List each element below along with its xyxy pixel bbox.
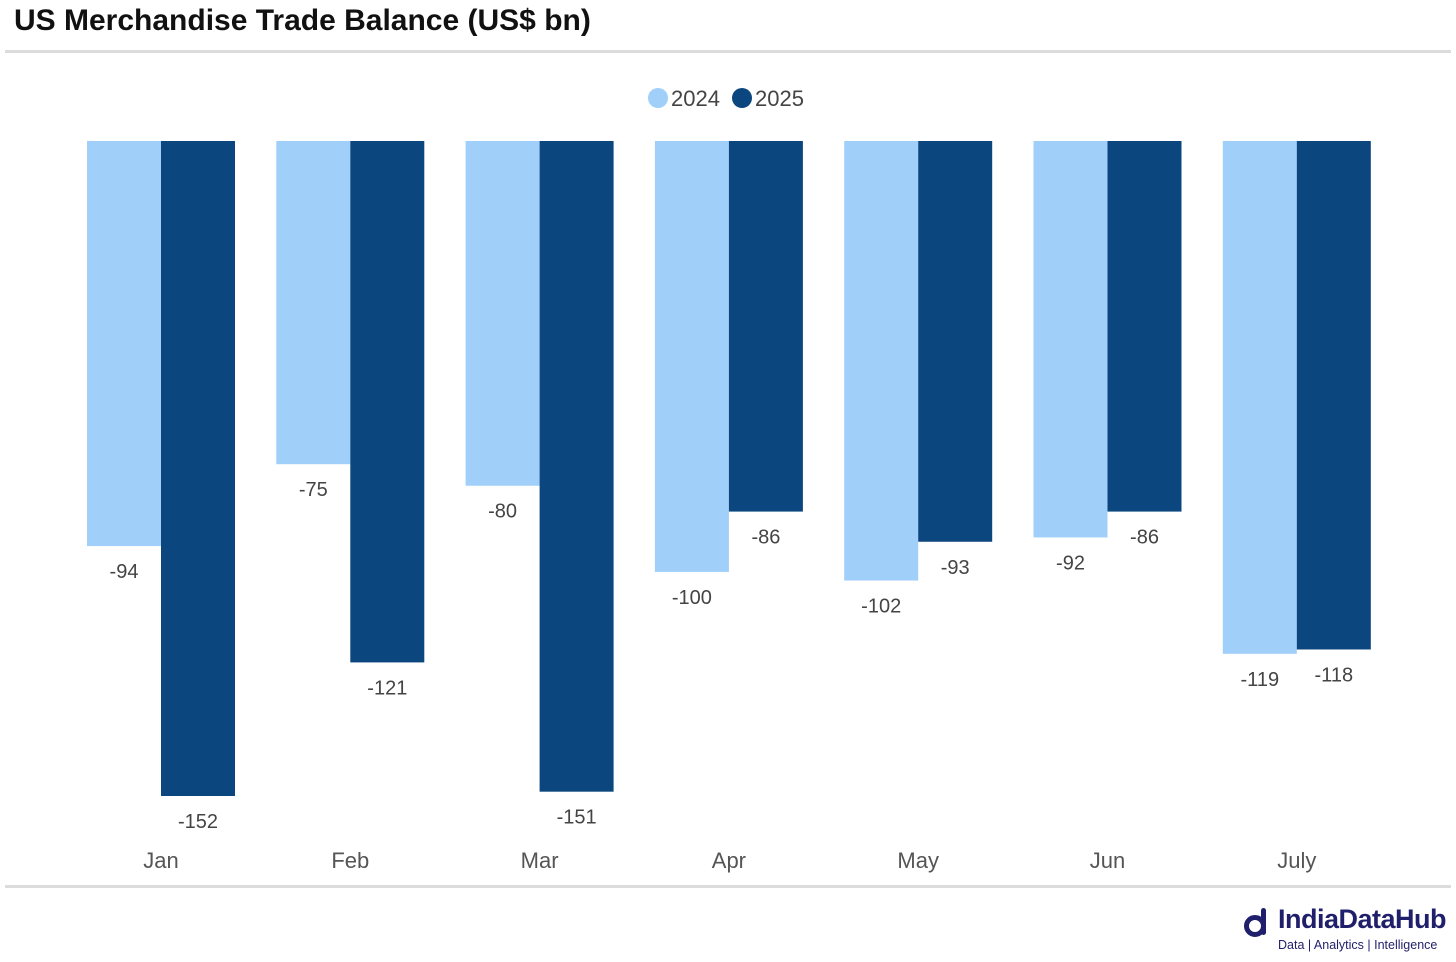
legend-swatch-2024 — [648, 88, 668, 108]
data-label-apr-2025: -86 — [751, 527, 780, 549]
bar-apr-2024 — [654, 141, 729, 572]
bar-jun-2024 — [1033, 141, 1108, 538]
data-label-july-2024: -119 — [1241, 669, 1280, 691]
chart-legend: 2024 2025 — [648, 86, 804, 111]
bar-feb-2024 — [276, 141, 351, 465]
bar-may-2025 — [918, 141, 993, 542]
bar-mar-2025 — [539, 141, 614, 792]
x-tick-jun: Jun — [1090, 848, 1125, 873]
bar-apr-2025 — [728, 141, 803, 512]
data-labels: -94 -152 -75 -121 -80 -151 -100 -86 -102 -93 -92 -8… — [110, 479, 1354, 833]
x-tick-july: July — [1277, 848, 1316, 873]
data-label-mar-2025: -151 — [557, 807, 597, 829]
bar-feb-2025 — [350, 141, 425, 663]
data-label-jun-2024: -92 — [1056, 552, 1085, 574]
bar-july-2024 — [1222, 141, 1297, 654]
data-label-jan-2024: -94 — [110, 561, 139, 583]
d-logo-icon — [1244, 908, 1266, 937]
bar-july-2025 — [1296, 141, 1371, 650]
bar-jun-2025 — [1107, 141, 1182, 512]
legend-label-2024: 2024 — [671, 86, 720, 111]
data-label-jan-2025: -152 — [178, 811, 218, 833]
data-label-feb-2025: -121 — [367, 677, 407, 699]
data-label-july-2025: -118 — [1315, 664, 1354, 686]
chart-title: US Merchandise Trade Balance (US$ bn) — [14, 4, 591, 37]
legend-swatch-2025 — [732, 88, 752, 108]
x-tick-mar: Mar — [521, 848, 559, 873]
bar-group — [87, 141, 1371, 796]
bar-may-2024 — [844, 141, 919, 581]
bar-jan-2024 — [87, 141, 161, 547]
x-tick-apr: Apr — [712, 848, 746, 873]
data-label-may-2025: -93 — [941, 557, 970, 579]
bar-jan-2025 — [161, 141, 235, 796]
x-tick-feb: Feb — [331, 848, 369, 873]
data-label-mar-2024: -80 — [488, 501, 517, 523]
brand-logo-block: IndiaDataHub Data | Analytics | Intellig… — [1243, 904, 1453, 956]
bar-mar-2024 — [465, 141, 540, 486]
data-label-may-2024: -102 — [861, 596, 901, 618]
data-label-apr-2024: -100 — [672, 587, 712, 609]
legend-label-2025: 2025 — [755, 86, 804, 111]
bar-chart: 2024 2025 -94 -152 -75 -121 -80 -151 -100 -86 -10… — [87, 86, 1371, 873]
x-tick-may: May — [897, 848, 939, 873]
top-divider — [5, 50, 1451, 53]
data-label-feb-2024: -75 — [299, 479, 328, 501]
x-axis-ticks: Jan Feb Mar Apr May Jun July — [143, 848, 1316, 873]
data-label-jun-2025: -86 — [1130, 527, 1159, 549]
brand-tagline: Data | Analytics | Intelligence — [1278, 938, 1438, 952]
bottom-divider — [5, 885, 1451, 888]
x-tick-jan: Jan — [143, 848, 178, 873]
brand-name: IndiaDataHub — [1278, 904, 1447, 934]
